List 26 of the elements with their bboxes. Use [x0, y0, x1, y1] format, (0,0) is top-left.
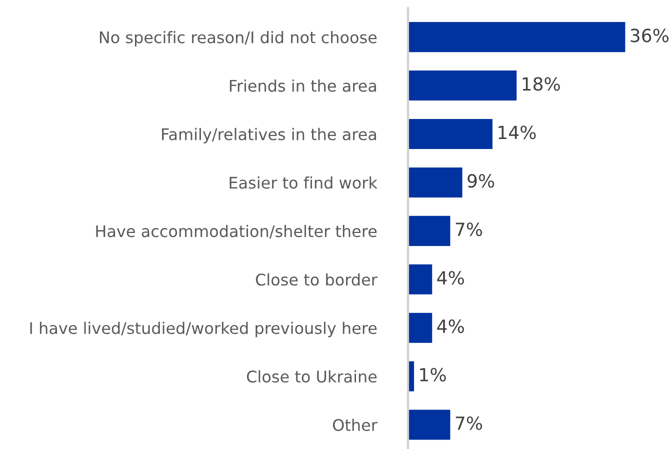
data-label: 1% [420, 368, 446, 382]
data-label: 7% [456, 222, 482, 236]
y-tick-label: I have lived/studied/worked previously here [30, 322, 377, 338]
data-label: 18% [522, 77, 560, 91]
y-tick-label: Have accommodation/shelter there [96, 224, 377, 238]
bar [408, 22, 626, 52]
data-label: 9% [468, 174, 494, 188]
bar [408, 410, 450, 440]
data-label: 4% [437, 319, 464, 334]
data-label: 7% [456, 416, 482, 430]
y-tick-label: Friends in the area [230, 79, 376, 92]
bar [408, 216, 450, 246]
bar [408, 70, 517, 101]
data-label: 14% [498, 126, 536, 140]
data-label: 36% [630, 28, 668, 42]
y-tick-label: Easier to find work [230, 176, 378, 189]
y-tick-label: Close to border [256, 273, 378, 286]
y-tick-label: Other [332, 418, 378, 432]
bar [408, 167, 462, 198]
y-tick-label: Close to Ukraine [246, 370, 377, 383]
y-tick-label: No specific reason/I did not choose [100, 31, 377, 46]
y-tick-label: Family/relatives in the area [162, 128, 376, 144]
bar [408, 312, 432, 343]
bar [408, 264, 432, 294]
data-label: 4% [437, 270, 464, 285]
bar [408, 118, 492, 150]
